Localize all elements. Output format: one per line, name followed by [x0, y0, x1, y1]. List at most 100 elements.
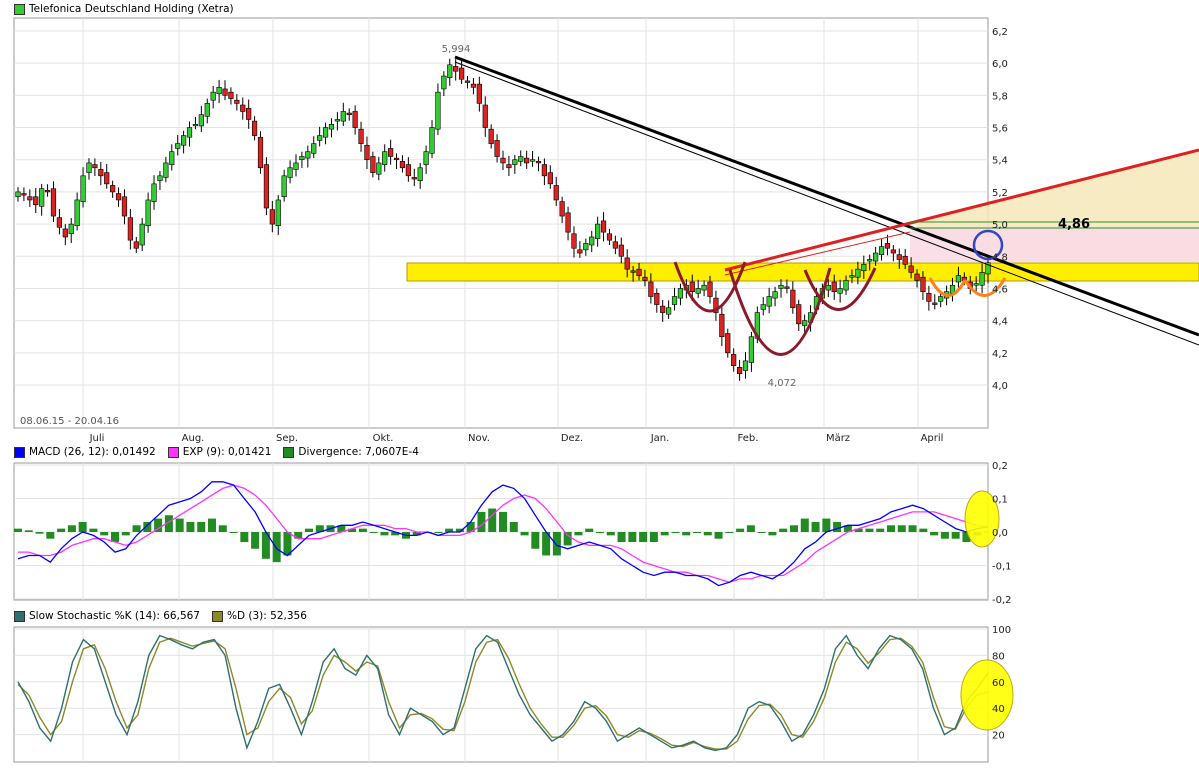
divergence-bar [509, 521, 518, 532]
divergence-bar [380, 532, 389, 536]
candle [240, 104, 246, 112]
price-y-axis: 4,0 4,2 4,4 4,6 4,8 5,0 5,2 5,4 5,6 5,8 6,0 6,2 [992, 27, 1008, 392]
candle [689, 281, 695, 292]
candle [121, 196, 128, 217]
candle [175, 143, 181, 149]
divergence-bar [768, 532, 777, 536]
divergence-bar [14, 528, 22, 532]
macd-y-tick: -0,1 [992, 562, 1012, 573]
uptrend-line-thin [724, 231, 911, 276]
candle [571, 233, 577, 249]
candle [719, 313, 725, 338]
price-y-tick: 4,4 [992, 317, 1008, 328]
divergence-bar [940, 532, 949, 539]
divergence-bar [833, 521, 842, 532]
left-shoulder-arc [673, 261, 747, 313]
candle [577, 249, 583, 254]
candle [257, 136, 264, 169]
candle [595, 223, 601, 239]
divergence-bar [757, 532, 766, 533]
candle [186, 127, 193, 138]
candle [878, 246, 885, 255]
candle [831, 281, 837, 292]
candle [305, 151, 311, 159]
divergence-bar [391, 532, 400, 536]
stoch-y-tick: 100 [992, 625, 1011, 636]
divergence-bar [477, 511, 486, 532]
month-label: Aug. [182, 433, 205, 444]
candle [399, 161, 406, 169]
divergence-bar [315, 525, 324, 532]
candle [27, 196, 33, 201]
candle [411, 177, 417, 180]
divergence-bar [143, 521, 152, 532]
divergence-bar [337, 525, 346, 532]
price-y-tick: 5,6 [992, 124, 1008, 135]
candle [340, 111, 346, 122]
candle [506, 164, 512, 169]
stoch-plot [17, 634, 988, 752]
candle [500, 157, 506, 164]
stoch-d-line [17, 637, 988, 750]
candle [198, 114, 204, 127]
candle [157, 175, 163, 181]
divergence-bar [811, 521, 820, 532]
candle [458, 67, 465, 80]
price-annotations-fg [454, 55, 1199, 356]
candle [748, 336, 755, 363]
candle [926, 292, 932, 302]
price-panel-frame [13, 17, 989, 429]
candle [388, 148, 394, 157]
macd-legend-item: Divergence: 7,0607E-4 [283, 446, 419, 458]
divergence-bar [175, 518, 184, 532]
divergence-bar [574, 532, 583, 536]
candle [713, 297, 719, 313]
uptrend-line [724, 148, 1199, 272]
candle [163, 162, 169, 178]
chart-title: Telefonica Deutschland Holding (Xetra) [29, 3, 234, 15]
candle [56, 217, 63, 228]
divergence-bar [865, 528, 874, 532]
candle [796, 304, 802, 325]
candle [666, 307, 672, 315]
month-label: Sep. [276, 433, 298, 444]
candle [86, 162, 92, 173]
stoch-panel-frame [13, 626, 989, 763]
divergence-bar [348, 528, 357, 532]
stoch-legend-swatch [14, 610, 25, 622]
small-arc-1 [928, 277, 967, 297]
divergence-bar [951, 532, 960, 539]
downtrend-line-thin [454, 61, 1199, 346]
candle [139, 223, 145, 246]
divergence-bar [682, 532, 691, 536]
candle [654, 292, 660, 305]
macd-line [17, 481, 988, 587]
divergence-bar [272, 532, 281, 563]
candle [825, 284, 831, 291]
divergence-bar [822, 518, 831, 532]
candle [488, 128, 494, 144]
price-y-tick: 6,2 [992, 27, 1008, 38]
candle [884, 243, 891, 249]
candle [364, 144, 370, 161]
candle [74, 199, 80, 226]
candle [110, 185, 116, 193]
candle [228, 91, 234, 99]
divergence-bar [800, 518, 809, 532]
candle [766, 296, 772, 307]
head-arc [728, 267, 832, 356]
candle [955, 275, 962, 283]
stoch-legend: Slow Stochastic %K (14): 66,567 %D (3): 5… [14, 610, 319, 622]
divergence-bar [164, 515, 173, 532]
divergence-bar [703, 532, 712, 536]
candle [50, 188, 57, 217]
candle [453, 66, 459, 72]
candle [62, 228, 68, 238]
candle [642, 276, 648, 281]
candle [855, 268, 861, 278]
macd-legend-item: MACD (26, 12): 0,01492 [14, 446, 156, 458]
candle [790, 289, 796, 309]
candle [33, 196, 39, 206]
candle [630, 270, 636, 273]
